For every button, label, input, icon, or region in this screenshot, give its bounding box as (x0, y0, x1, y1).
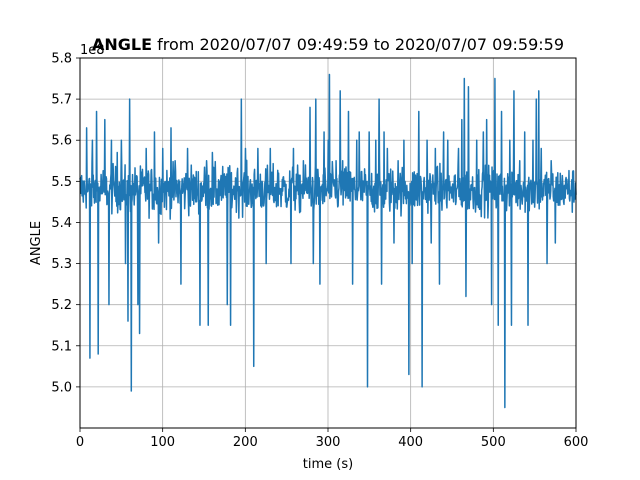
y-tick-label: 5.2 (51, 298, 72, 313)
plot-area (79, 73, 577, 409)
x-tick-label: 200 (233, 435, 258, 450)
x-axis-label: time (s) (303, 457, 353, 472)
y-tick-label: 5.4 (51, 216, 72, 231)
y-tick-label: 5.0 (51, 380, 72, 395)
x-tick-label: 400 (398, 435, 423, 450)
chart-title-rest: from 2020/07/07 09:49:59 to 2020/07/07 0… (152, 35, 564, 54)
x-axis-ticks: 0 100 200 300 400 500 600 (76, 428, 589, 450)
x-tick-label: 500 (481, 435, 506, 450)
chart-title-bold: ANGLE (92, 35, 152, 54)
y-tick-label: 5.7 (51, 93, 72, 108)
y-tick-label: 5.6 (51, 134, 72, 149)
y-axis-ticks: 5.0 5.1 5.2 5.3 5.4 5.5 5.6 5.7 5.8 (51, 52, 80, 395)
x-tick-label: 600 (564, 435, 589, 450)
y-tick-label: 5.5 (51, 175, 72, 190)
x-tick-label: 100 (150, 435, 175, 450)
chart-title: ANGLE from 2020/07/07 09:49:59 to 2020/0… (92, 35, 564, 54)
y-tick-label: 5.8 (51, 52, 72, 67)
y-tick-label: 5.1 (51, 339, 72, 354)
y-tick-label: 5.3 (51, 257, 72, 272)
series-line (79, 73, 577, 409)
y-axis-label: ANGLE (29, 221, 44, 265)
y-axis-offset-label: 1e8 (80, 43, 105, 58)
x-tick-label: 300 (316, 435, 341, 450)
x-tick-label: 0 (76, 435, 84, 450)
